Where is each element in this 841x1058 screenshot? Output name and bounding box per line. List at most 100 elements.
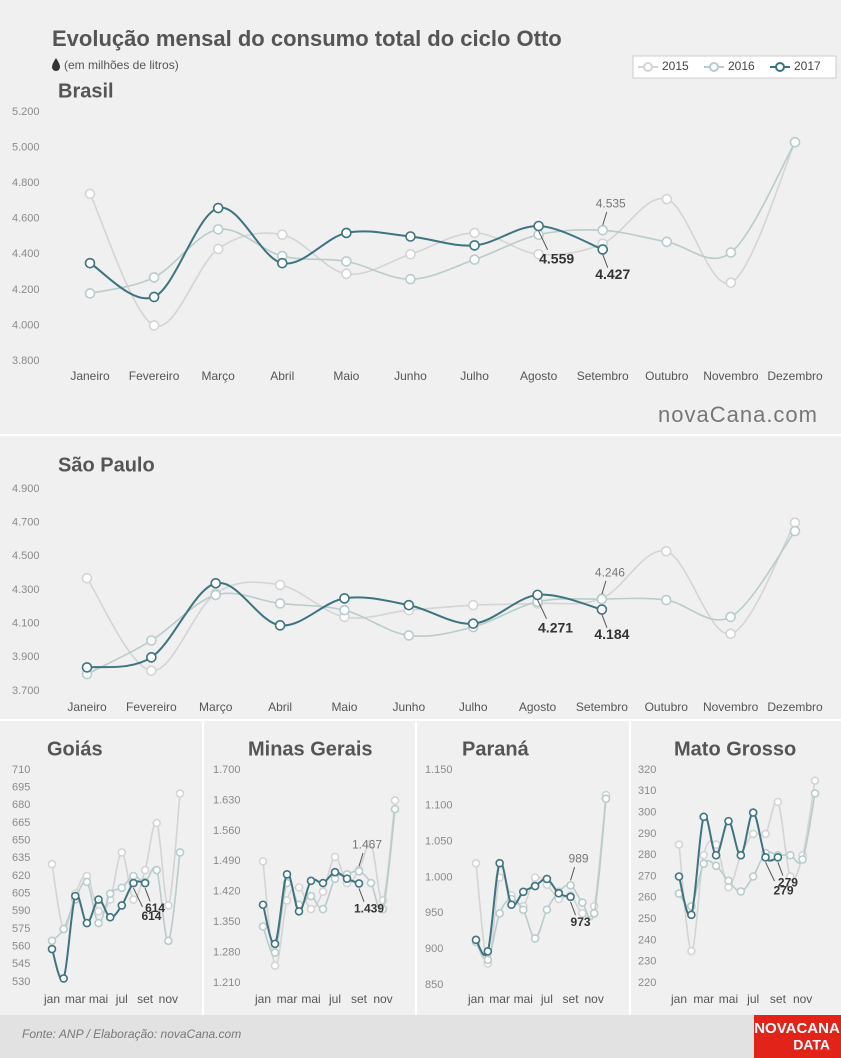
- data-point: [390, 796, 400, 805]
- data-point: [687, 946, 696, 956]
- label-leader: [358, 852, 364, 867]
- data-point: [711, 861, 721, 871]
- data-point: [152, 865, 162, 875]
- x-tick-label: jul: [746, 992, 759, 1006]
- series-line: [86, 522, 796, 672]
- value-label: 4.246: [595, 565, 625, 579]
- x-tick-label: nov: [793, 992, 812, 1006]
- data-point: [117, 883, 127, 893]
- x-tick-label: mai: [719, 992, 738, 1006]
- data-point: [518, 887, 528, 897]
- data-point: [736, 850, 746, 860]
- data-point: [596, 604, 608, 615]
- y-tick-label: 250: [638, 913, 656, 925]
- x-tick-label: Abril: [270, 369, 294, 383]
- x-tick-label: Julho: [460, 369, 489, 383]
- data-point: [47, 944, 57, 954]
- legend: [632, 55, 837, 79]
- data-point: [94, 918, 103, 928]
- data-point: [711, 850, 721, 860]
- legend-label: 2015: [662, 59, 689, 73]
- data-point: [270, 961, 280, 970]
- data-point: [294, 883, 304, 892]
- series-line: [86, 530, 796, 675]
- data-point: [318, 904, 328, 914]
- data-point: [724, 816, 733, 826]
- data-point: [471, 935, 481, 945]
- label-leader: [537, 599, 547, 619]
- data-point: [773, 797, 783, 807]
- data-point: [212, 243, 224, 255]
- y-tick-label: 1.000: [425, 871, 453, 883]
- x-tick-label: jan: [670, 992, 687, 1006]
- data-point: [129, 895, 138, 904]
- x-tick-label: Setembro: [577, 369, 629, 383]
- chart-title: São Paulo: [58, 454, 155, 476]
- data-point: [146, 665, 157, 677]
- value-label: 4.535: [596, 196, 626, 210]
- x-tick-label: jan: [467, 992, 484, 1006]
- y-tick-label: 1.350: [213, 916, 241, 928]
- y-tick-label: 260: [638, 892, 656, 904]
- data-point: [339, 604, 350, 616]
- x-tick-label: Janeiro: [67, 700, 107, 714]
- x-tick-label: mai: [301, 992, 320, 1006]
- x-tick-label: mar: [65, 992, 86, 1006]
- y-tick-label: 4.200: [12, 284, 40, 296]
- data-point: [810, 776, 820, 785]
- x-tick-label: mar: [693, 992, 714, 1006]
- y-tick-label: 4.600: [12, 213, 40, 225]
- data-point: [660, 594, 672, 606]
- y-tick-label: 4.500: [12, 550, 40, 562]
- label-leader: [777, 862, 784, 876]
- data-point: [530, 881, 540, 891]
- data-point: [798, 855, 807, 864]
- data-point: [660, 545, 672, 557]
- data-point: [405, 248, 416, 260]
- data-point: [341, 268, 352, 280]
- value-label: 4.184: [594, 626, 629, 642]
- label-leader: [538, 230, 549, 251]
- x-tick-label: nov: [373, 992, 392, 1006]
- x-tick-label: Novembro: [703, 700, 759, 714]
- chart-title: Minas Gerais: [248, 738, 373, 760]
- data-point: [354, 879, 364, 888]
- series-line: [262, 800, 396, 967]
- chart-title: Mato Grosso: [674, 738, 796, 760]
- y-tick-label: 4.300: [12, 584, 40, 596]
- data-point: [674, 872, 684, 881]
- data-point: [306, 891, 316, 901]
- x-tick-label: set: [351, 992, 368, 1006]
- label-leader: [358, 888, 365, 902]
- y-tick-label: 560: [12, 941, 30, 953]
- x-tick-label: jan: [43, 992, 60, 1006]
- data-point: [117, 848, 127, 857]
- data-point: [175, 789, 185, 798]
- x-tick-label: Março: [202, 369, 236, 383]
- data-point: [596, 593, 608, 605]
- data-point: [82, 877, 92, 887]
- data-point: [495, 858, 504, 868]
- y-tick-label: 1.630: [213, 794, 241, 806]
- y-tick-label: 1.100: [425, 800, 453, 812]
- chart-title: Paraná: [462, 738, 530, 760]
- y-tick-label: 605: [12, 888, 30, 900]
- source: Fonte: ANP / Elaboração: novaCana.com: [22, 1027, 241, 1041]
- legend-marker: [775, 62, 785, 72]
- value-label: 4.427: [595, 266, 630, 282]
- data-point: [84, 288, 96, 299]
- data-point: [518, 905, 528, 915]
- brand-logo: [754, 1015, 841, 1058]
- page-title: Evolução mensal do consumo total do cicl…: [52, 26, 562, 51]
- data-point: [274, 620, 286, 631]
- drop-icon: [52, 58, 60, 71]
- x-tick-label: mai: [89, 992, 108, 1006]
- data-point: [699, 850, 709, 860]
- data-point: [129, 878, 138, 888]
- watermark: novaCana.com: [658, 402, 818, 427]
- data-point: [687, 910, 696, 920]
- y-tick-label: 4.900: [12, 483, 40, 495]
- data-point: [495, 909, 504, 918]
- data-point: [94, 895, 103, 904]
- x-tick-label: jan: [254, 992, 271, 1006]
